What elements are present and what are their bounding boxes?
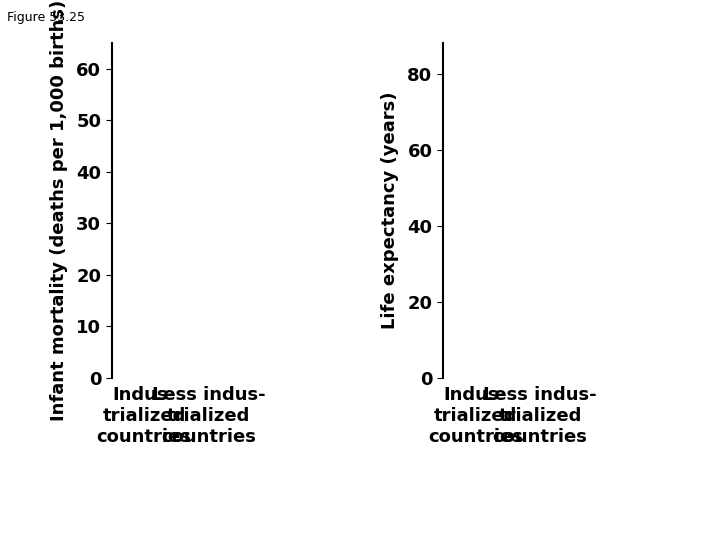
Y-axis label: Infant mortality (deaths per 1,000 births): Infant mortality (deaths per 1,000 birth… <box>50 0 68 421</box>
Text: Figure 53.25: Figure 53.25 <box>7 11 85 24</box>
Y-axis label: Life expectancy (years): Life expectancy (years) <box>381 92 399 329</box>
